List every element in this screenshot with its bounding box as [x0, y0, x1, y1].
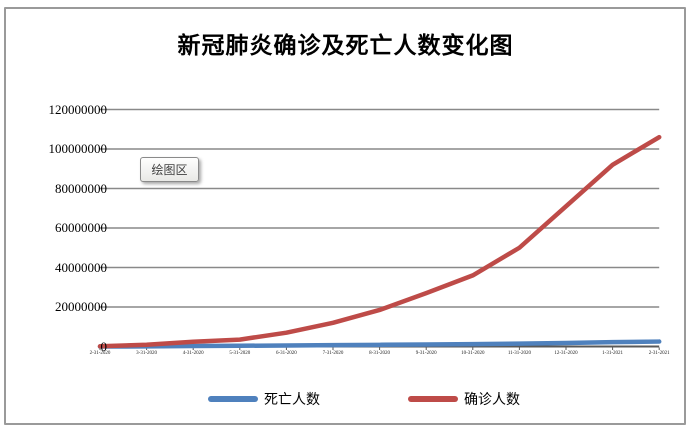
x-tick-label: 4-31-2020 — [182, 351, 204, 356]
x-tick-label: 8-31-2020 — [369, 351, 391, 356]
legend-item-confirmed[interactable]: 确诊人数 — [408, 389, 520, 409]
plot-area-tooltip: 绘图区 — [140, 157, 199, 182]
x-tick-label: 6-31-2020 — [275, 351, 297, 356]
plot-area-tooltip-label: 绘图区 — [151, 163, 188, 177]
y-tick-label: 40000000 — [55, 260, 107, 275]
x-tick-label: 2-31-2020 — [89, 351, 111, 356]
x-tick-label: 12-31-2020 — [554, 351, 578, 356]
x-tick-label: 2-31-2021 — [648, 351, 670, 356]
x-tick-label: 11-31-2020 — [507, 351, 531, 356]
legend-label-deaths: 死亡人数 — [264, 393, 320, 408]
y-tick-label: 120000000 — [48, 102, 108, 117]
legend-label-confirmed: 确诊人数 — [464, 393, 520, 408]
y-tick-label: 80000000 — [55, 181, 107, 196]
y-tick-label: 60000000 — [55, 220, 107, 235]
x-tick-label: 10-31-2020 — [461, 351, 485, 356]
x-tick-label: 1-31-2021 — [602, 351, 624, 356]
deaths-line-swatch — [208, 396, 258, 402]
x-tick-label: 3-31-2020 — [136, 351, 158, 356]
x-tick-label: 5-31-2020 — [229, 351, 251, 356]
confirmed-line-swatch — [408, 396, 458, 402]
x-tick-label: 9-31-2020 — [415, 351, 437, 356]
y-tick-label: 20000000 — [55, 299, 107, 314]
y-tick-label: 0 — [100, 339, 108, 354]
x-tick-label: 7-31-2020 — [322, 351, 344, 356]
y-tick-label: 100000000 — [48, 141, 108, 156]
legend-item-deaths[interactable]: 死亡人数 — [208, 389, 320, 409]
chart-title: 新冠肺炎确诊及死亡人数变化图 — [177, 33, 514, 58]
